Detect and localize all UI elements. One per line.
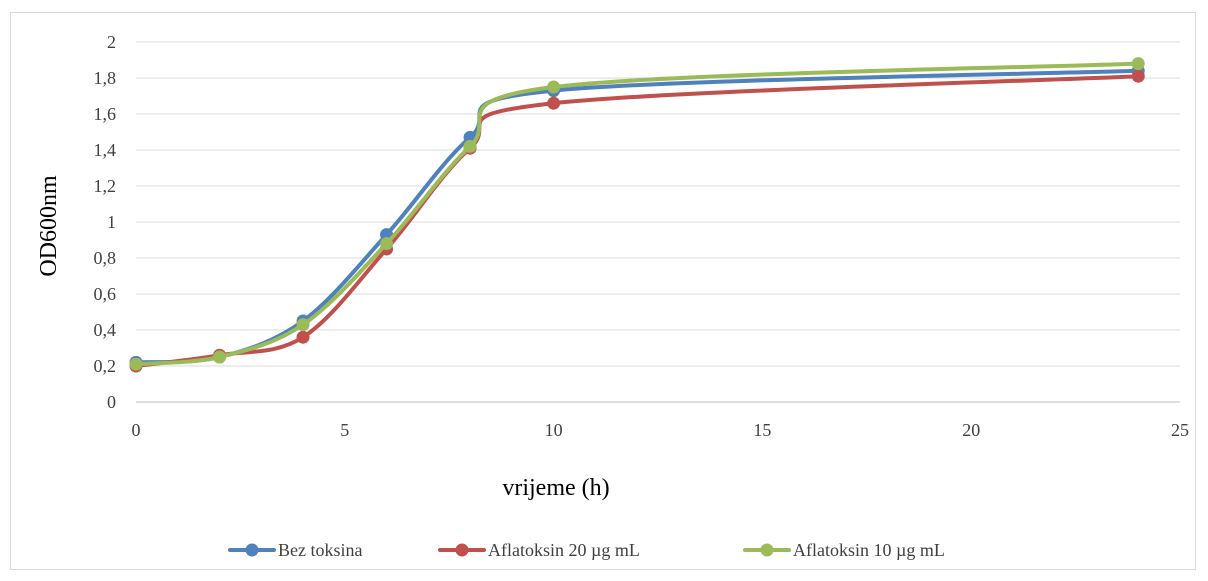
series-group — [129, 57, 1145, 373]
y-tick-label: 0,4 — [94, 320, 117, 340]
y-tick-label: 1,6 — [94, 104, 117, 124]
legend-label: Aflatoksin 20 µg mL — [488, 540, 640, 560]
y-axis-ticks: 0 0,2 0,4 0,6 0,8 1 1,2 1,4 1,6 1,8 2 — [94, 32, 117, 412]
legend: Bez toksina Aflatoksin 20 µg mL Aflatoksin… — [228, 540, 945, 560]
x-tick-label: 5 — [340, 420, 349, 440]
x-tick-label: 20 — [962, 420, 980, 440]
y-tick-label: 1,2 — [94, 176, 117, 196]
data-point — [547, 80, 561, 94]
y-tick-label: 0,6 — [94, 284, 117, 304]
legend-swatch-marker — [245, 543, 259, 557]
y-tick-label: 1 — [107, 212, 116, 232]
data-point — [463, 139, 477, 153]
y-tick-label: 2 — [107, 32, 116, 52]
data-point — [1131, 69, 1145, 83]
x-tick-label: 10 — [545, 420, 563, 440]
x-tick-label: 15 — [753, 420, 771, 440]
legend-label: Bez toksina — [278, 540, 362, 560]
data-point — [129, 357, 143, 371]
chart-frame — [10, 12, 1196, 570]
data-point — [213, 350, 227, 364]
legend-label: Aflatoksin 10 µg mL — [793, 540, 945, 560]
y-tick-label: 0 — [107, 392, 116, 412]
series-line-2 — [134, 74, 1141, 368]
x-axis-title: vrijeme (h) — [502, 475, 609, 501]
data-point — [296, 318, 310, 332]
y-tick-label: 0,8 — [94, 248, 117, 268]
legend-swatch-marker — [760, 543, 774, 557]
y-axis-title: OD600nm — [36, 175, 62, 277]
data-point — [380, 237, 394, 251]
series-line-3 — [134, 61, 1141, 367]
series-line-1 — [134, 68, 1141, 365]
data-point — [1131, 57, 1145, 71]
data-point — [547, 96, 561, 110]
y-tick-label: 1,4 — [94, 140, 117, 160]
legend-swatch-marker — [455, 543, 469, 557]
x-tick-label: 0 — [132, 420, 141, 440]
data-point — [296, 330, 310, 344]
y-tick-label: 0,2 — [94, 356, 117, 376]
x-tick-label: 25 — [1171, 420, 1189, 440]
x-axis-ticks: 0 5 10 15 20 25 — [132, 420, 1190, 440]
y-tick-label: 1,8 — [94, 68, 117, 88]
